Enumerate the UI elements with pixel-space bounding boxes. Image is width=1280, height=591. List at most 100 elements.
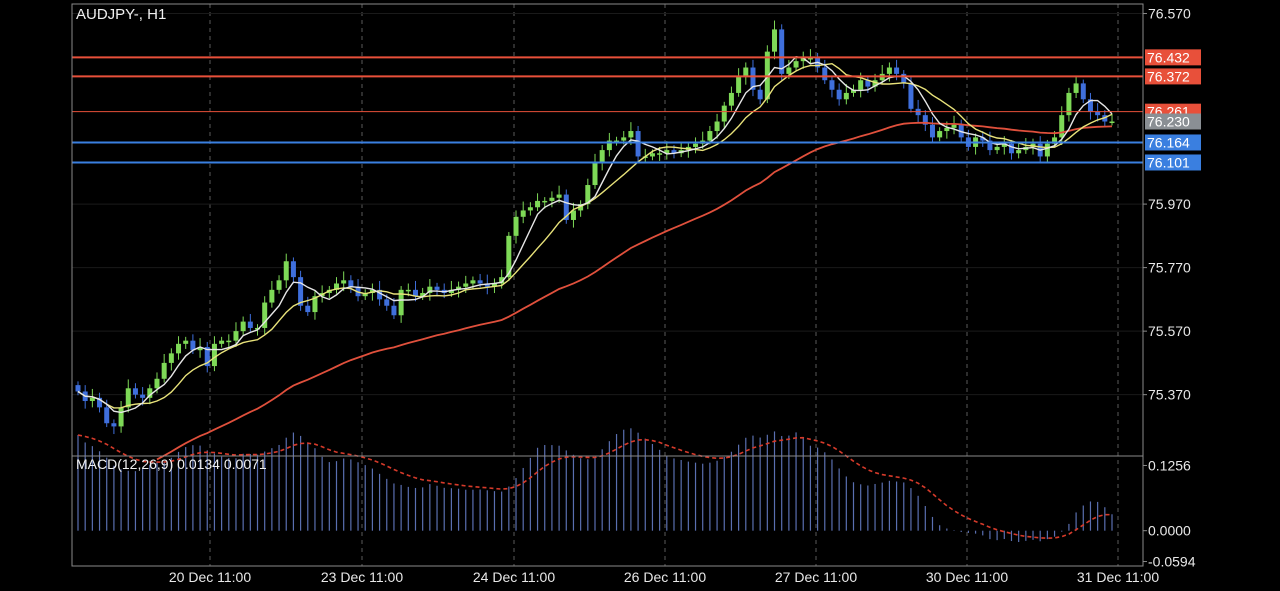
candle-body	[161, 362, 167, 379]
candle-body	[908, 83, 914, 109]
price-tick-label: 75.970	[1148, 196, 1191, 212]
candle-body	[168, 353, 174, 363]
candle-body	[1066, 92, 1072, 116]
candle-body	[556, 194, 562, 198]
candle-body	[1059, 115, 1065, 138]
candle-body	[140, 394, 146, 398]
candle-body	[527, 207, 533, 211]
candle-body	[276, 280, 282, 290]
candle-body	[334, 283, 339, 290]
level-tag-resistance-bg	[1145, 49, 1201, 66]
level-tag-resistance: 76.372	[1147, 68, 1190, 84]
candle-body	[750, 67, 756, 90]
candle-body	[1052, 137, 1058, 144]
candle-body	[420, 293, 426, 297]
candle-body	[886, 67, 892, 74]
candle-body	[1044, 143, 1050, 157]
price-axis[interactable]: 76.570 75.970 75.770 75.570 75.370	[1143, 6, 1191, 403]
candle-body	[664, 150, 670, 154]
macd-tick-label: 0.1256	[1148, 457, 1191, 473]
candle-body	[520, 210, 526, 217]
candle-body	[176, 343, 182, 354]
candle-body	[894, 67, 900, 74]
candle-body	[154, 378, 160, 389]
candle-body	[240, 321, 246, 332]
candle-body	[262, 302, 268, 328]
candle-body	[980, 137, 986, 141]
candle-body	[657, 153, 663, 155]
candle-body	[298, 277, 304, 306]
candle-body	[89, 397, 95, 402]
candle-body	[1109, 121, 1115, 124]
candle-body	[585, 185, 591, 205]
candle-body	[219, 340, 225, 344]
candle-body	[147, 388, 153, 398]
candle-body	[599, 150, 605, 163]
candle-body	[384, 299, 390, 306]
candle-body	[1016, 150, 1022, 154]
candle-body	[535, 200, 541, 208]
candle-body	[635, 131, 641, 157]
price-tick-label: 75.570	[1148, 323, 1191, 339]
chart-frame	[71, 3, 1144, 567]
candle-body	[563, 194, 569, 220]
candle-body	[125, 388, 131, 408]
time-tick-label: 20 Dec 11:00	[169, 569, 251, 585]
current-price-tag: 76.230	[1147, 114, 1190, 130]
candle-body	[851, 89, 856, 93]
candle-body	[513, 216, 519, 236]
ma-mid-line	[77, 62, 1113, 409]
candle-body	[97, 397, 103, 408]
candle-body	[448, 289, 454, 294]
time-axis[interactable]: 20 Dec 11:00 23 Dec 11:00 24 Dec 11:00 26 D…	[169, 569, 1159, 585]
candle-body	[398, 289, 404, 316]
level-tag-support-bg	[1145, 154, 1201, 171]
level-tag-support: 76.101	[1147, 154, 1190, 170]
candle-body	[247, 321, 253, 328]
candle-body	[197, 347, 203, 351]
outer-frame	[71, 3, 1144, 567]
candle-body	[269, 289, 275, 303]
time-tick-label: 23 Dec 11:00	[321, 569, 403, 585]
candle-body	[800, 57, 806, 62]
candle-body	[506, 235, 512, 278]
candle-body	[721, 105, 727, 122]
candle-body	[621, 137, 627, 141]
candle-body	[578, 204, 584, 211]
candle-body	[865, 80, 871, 87]
candle-body	[757, 89, 763, 100]
candle-body	[592, 162, 598, 186]
candle-body	[542, 200, 548, 203]
candle-body	[132, 388, 138, 395]
candle-body	[707, 131, 713, 141]
candle-body	[929, 124, 935, 138]
candle-body	[743, 67, 749, 78]
candle-body	[1008, 143, 1014, 154]
candle-body	[570, 210, 576, 220]
candle-body	[434, 286, 440, 290]
macd-signal-line	[77, 434, 1113, 540]
candle-body	[901, 73, 907, 84]
time-tick-label: 24 Dec 11:00	[473, 569, 555, 585]
macd-axis: 0.1256 0.0000 -0.0594	[1143, 457, 1196, 570]
horizontal-levels[interactable]	[72, 56, 1143, 164]
candle-body	[779, 29, 785, 74]
candle-body	[405, 289, 411, 292]
candle-body	[994, 146, 1000, 151]
candle-body	[111, 423, 117, 427]
level-tag-resistance: 76.432	[1147, 49, 1190, 65]
candle-body	[649, 153, 655, 157]
candle-body	[872, 80, 878, 87]
candle-body	[836, 89, 842, 100]
candle-body	[829, 80, 835, 90]
candle-body	[204, 347, 210, 367]
candle-body	[190, 340, 196, 351]
candle-body	[348, 280, 354, 287]
candle-body	[183, 340, 189, 344]
candle-body	[211, 343, 217, 367]
candle-body	[104, 407, 110, 424]
candle-body	[922, 115, 928, 125]
candle-body	[987, 140, 993, 151]
